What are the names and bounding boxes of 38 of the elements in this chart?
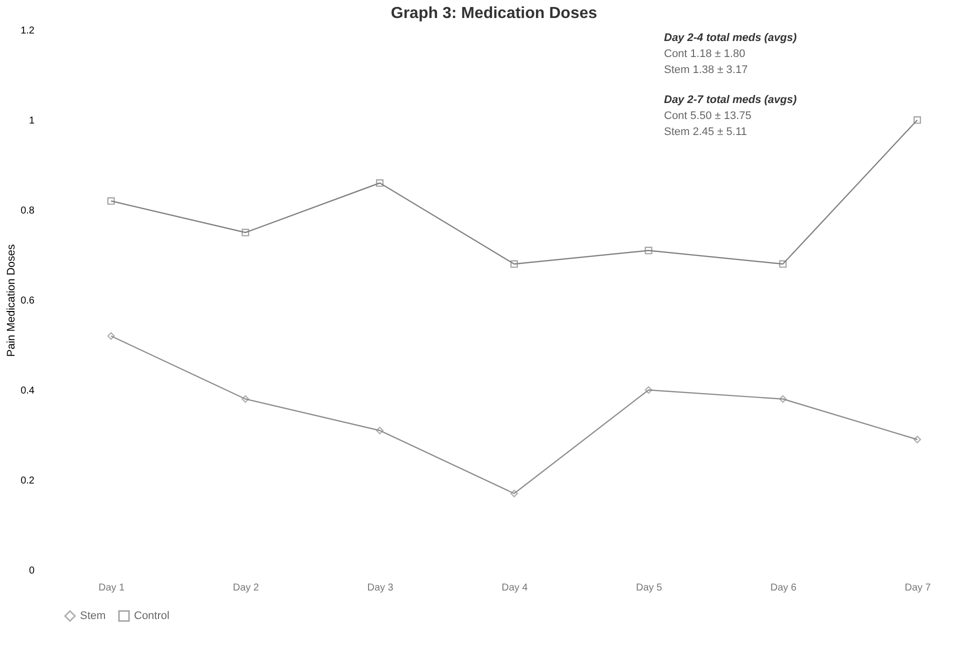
point (510, 490, 518, 498)
x-tick-label: Day 5 (636, 582, 663, 594)
point (779, 260, 787, 268)
annotation: Cont 5.50 ± 13.75 (664, 110, 752, 122)
point (510, 260, 518, 268)
x-tick-label: Day 4 (502, 582, 528, 594)
point (242, 395, 250, 403)
annotation: Cont 1.18 ± 1.80 (664, 48, 746, 60)
x-tick-label: Day 6 (770, 582, 797, 594)
point (376, 426, 384, 434)
x-tick-label: Day 2 (232, 582, 260, 594)
x-tick-label: Day 1 (98, 582, 126, 594)
point (242, 228, 250, 236)
y-tick-label: 0.8 (20, 206, 35, 216)
legend-label: Stem (80, 610, 106, 622)
y-tick-label: 0.4 (20, 386, 35, 396)
annotation: Day 2-4 total meds (avgs) (664, 32, 797, 44)
legend-label: Control (134, 610, 170, 622)
point (914, 436, 922, 444)
y-axis-title: Pain Medication Doses (6, 244, 18, 357)
x-tick-label: Day 7 (904, 582, 932, 594)
chart-title: Graph 3: Medication Doses (390, 5, 598, 22)
annotation: Stem 1.38 ± 3.17 (664, 64, 748, 76)
annotation: Day 2-7 total meds (avgs) (664, 94, 797, 106)
point (107, 332, 115, 340)
y-tick-label: 1.2 (20, 26, 35, 36)
y-tick-label: 0.2 (20, 476, 35, 486)
y-tick-label: 0 (28, 566, 35, 576)
point (376, 179, 384, 187)
point (914, 116, 922, 124)
point (644, 386, 652, 394)
y-tick-label: 1 (28, 116, 35, 126)
y-tick-label: 0.6 (20, 296, 35, 306)
point (779, 395, 787, 403)
annotation: Stem 2.45 ± 5.11 (664, 126, 747, 138)
point (644, 246, 652, 254)
x-tick-label: Day 3 (367, 582, 394, 594)
point (107, 197, 115, 205)
